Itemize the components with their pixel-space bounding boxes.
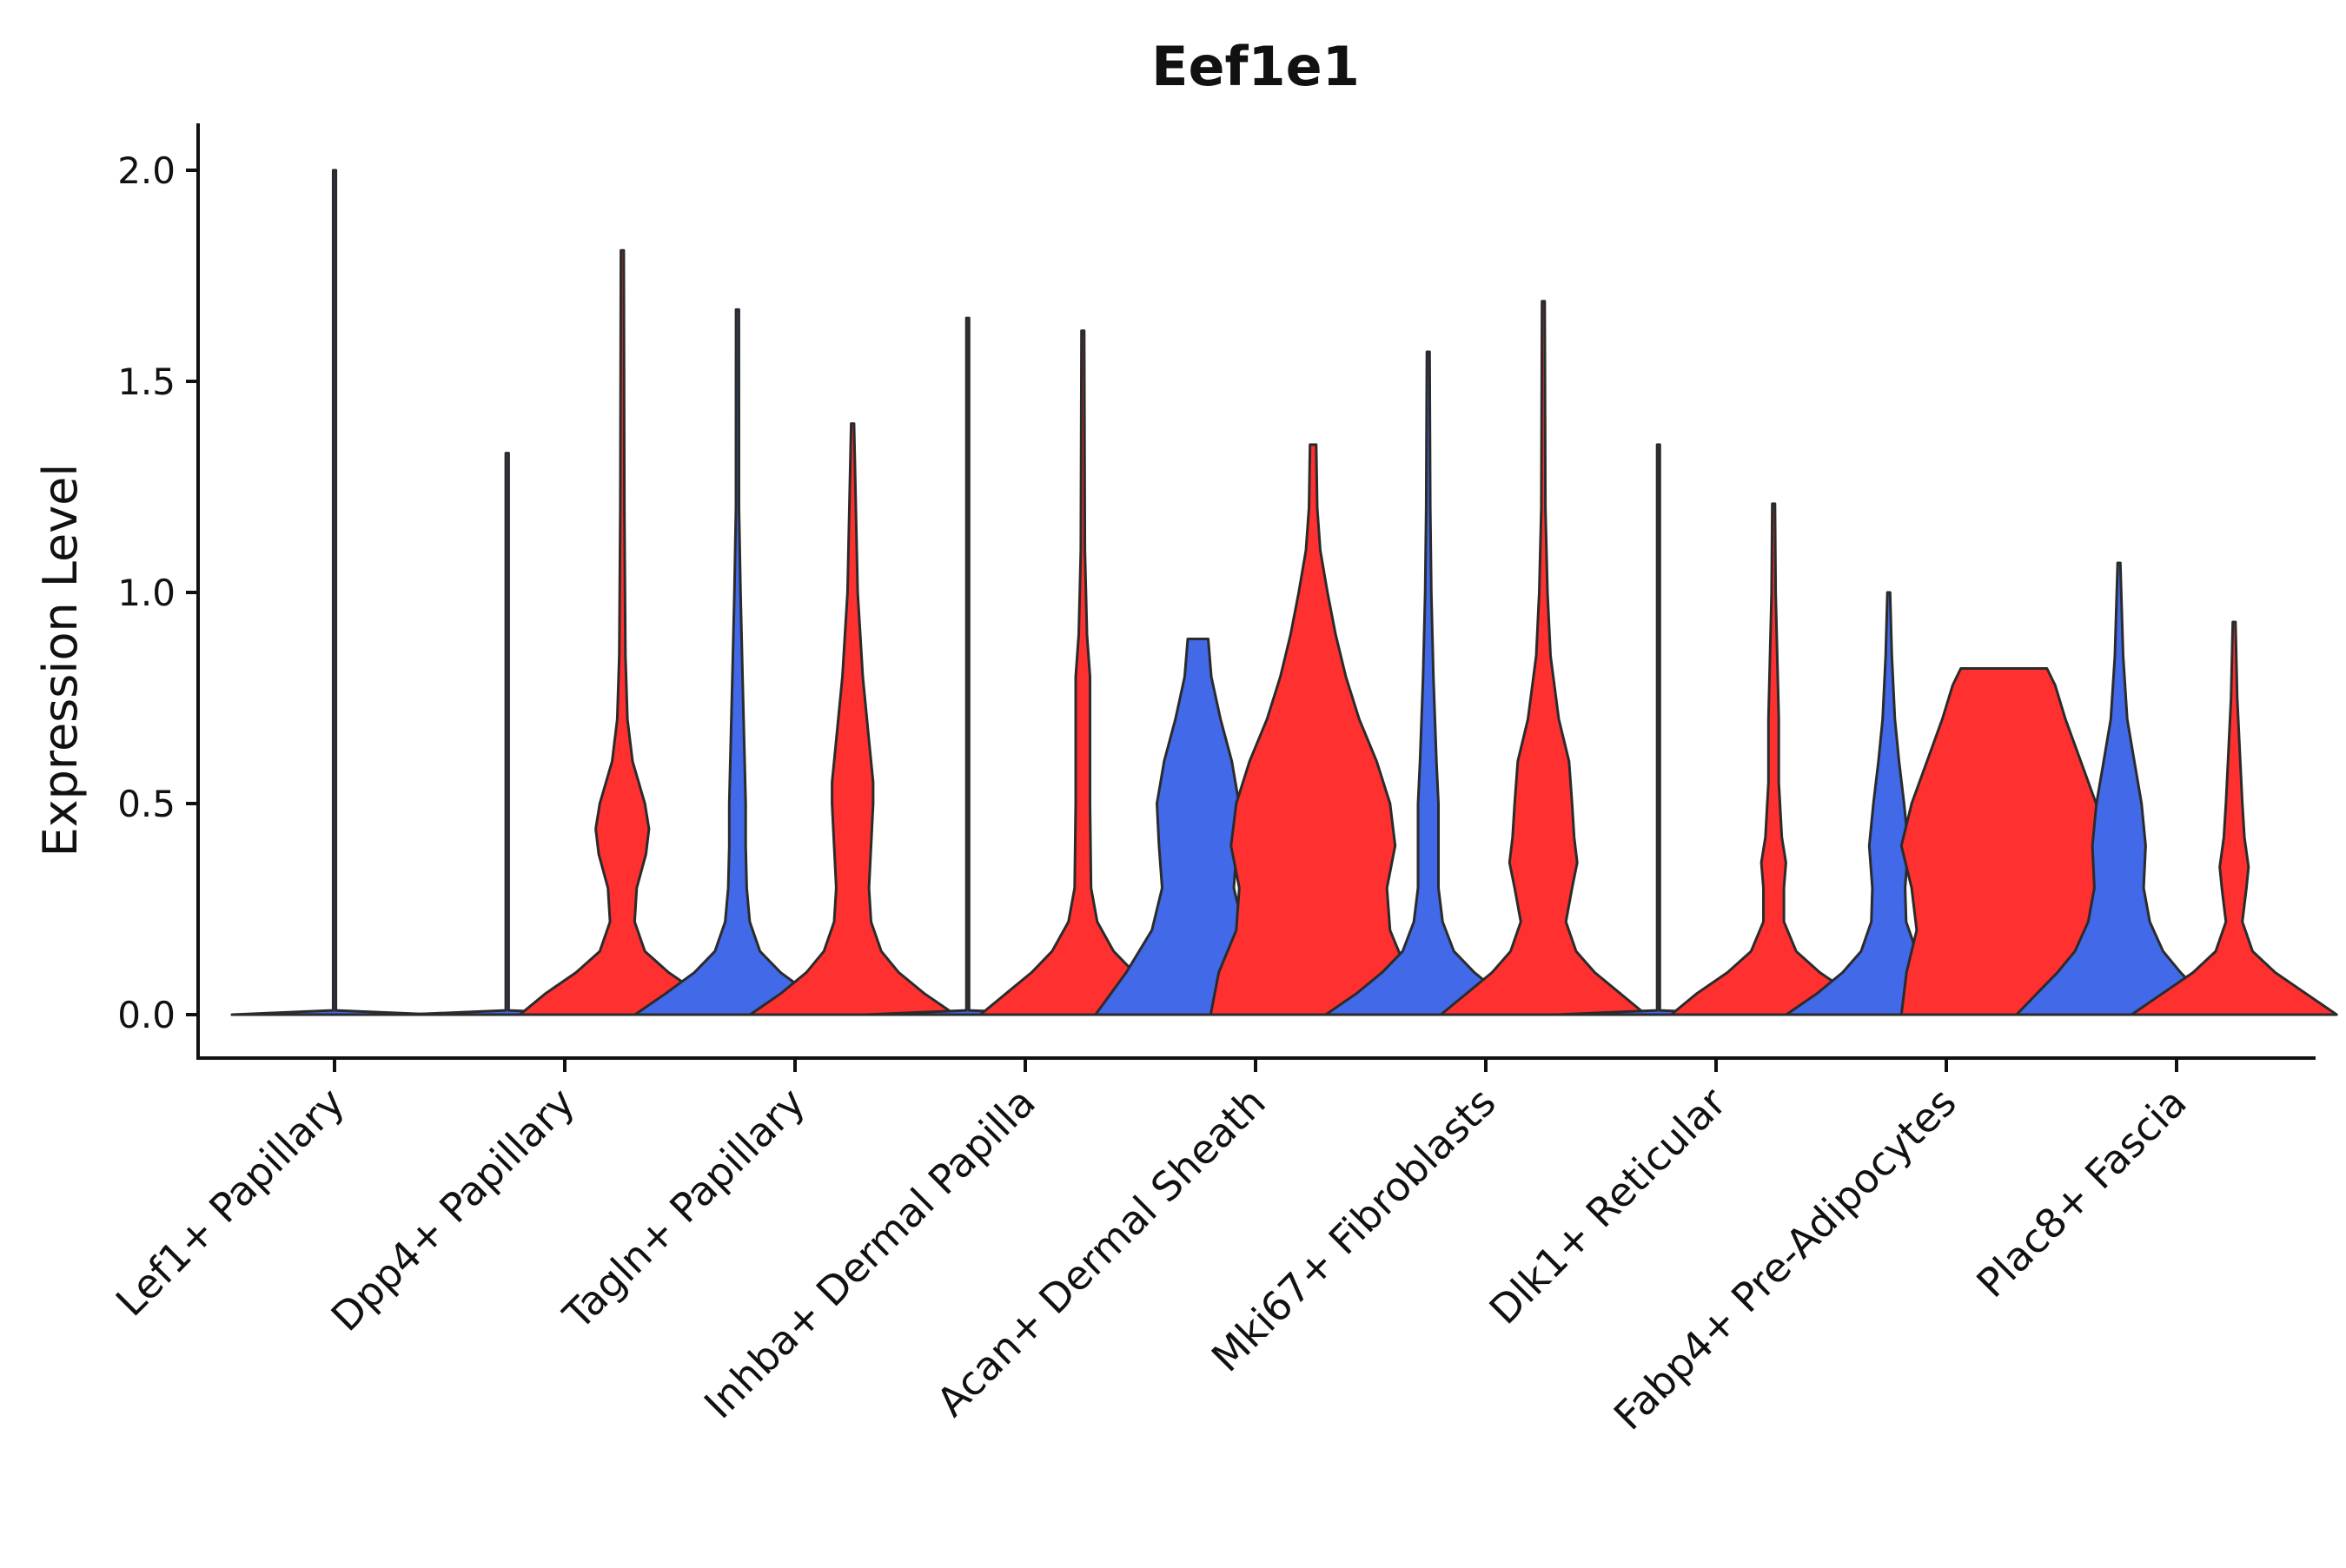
violin-red (978, 329, 1187, 1016)
violin-blue (864, 316, 1072, 1016)
y-tick-label: 2.0 (117, 149, 176, 192)
chart-title: Eef1e1 (1151, 35, 1360, 98)
y-tick-label: 1.0 (117, 572, 176, 614)
x-tick-label: Dpp4+ Papillary (322, 1079, 584, 1340)
violin-blue (1554, 443, 1763, 1016)
violin-blue (633, 308, 842, 1016)
y-tick-label: 0.5 (117, 783, 176, 825)
x-tick-label: Plac8+ Fascia (1967, 1079, 2195, 1307)
violin-red (2130, 620, 2338, 1016)
x-tick-label: Lef1+ Papillary (107, 1079, 354, 1326)
violin-red (518, 248, 726, 1016)
x-tick-label: Dlk1+ Reticular (1481, 1079, 1735, 1333)
violin-blue (403, 452, 612, 1016)
violin-blue (2015, 561, 2223, 1016)
y-tick-label: 0.0 (117, 994, 176, 1036)
x-tick-label: Tagln+ Papillary (553, 1079, 814, 1340)
violin-red (1439, 300, 1647, 1016)
violins-layer (230, 169, 2338, 1016)
violin-red (1209, 443, 1417, 1016)
y-tick-label: 1.5 (117, 361, 176, 403)
violin-blue (230, 169, 439, 1016)
violin-red (1669, 502, 1878, 1016)
y-ticks: 0.0 0.5 1.0 1.5 2.0 (117, 149, 198, 1036)
violin-red (748, 422, 957, 1016)
violin-blue (1324, 350, 1533, 1016)
y-axis-label: Expression Level (33, 464, 88, 857)
